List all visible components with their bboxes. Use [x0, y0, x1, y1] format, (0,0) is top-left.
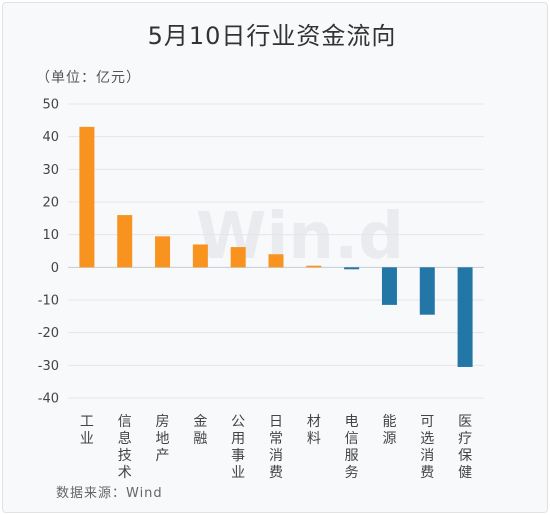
- y-tick-label: 0: [51, 261, 59, 276]
- y-tick-label: 50: [42, 98, 59, 113]
- bar-4: [192, 244, 208, 268]
- y-tick-label: 10: [42, 228, 59, 243]
- bar-10: [419, 267, 435, 315]
- x-tick-label: 疗: [458, 431, 472, 447]
- source-note: 数据来源：Wind: [56, 486, 163, 501]
- bar-5: [230, 247, 246, 268]
- x-tick-label: 业: [231, 465, 245, 481]
- bar-7: [306, 265, 322, 268]
- x-tick-label: 费: [420, 465, 434, 481]
- y-tick-label: -30: [38, 359, 59, 374]
- x-tick-label: 费: [269, 465, 283, 481]
- bar-9: [381, 267, 397, 305]
- x-tick-label: 能: [382, 414, 396, 430]
- y-tick-label: -10: [38, 294, 59, 309]
- x-tick-label: 常: [269, 431, 283, 447]
- x-tick-label: 日: [269, 414, 283, 430]
- x-tick-label: 消: [269, 448, 283, 464]
- y-tick-label: -20: [38, 326, 59, 341]
- bar-1: [79, 126, 95, 268]
- x-tick-label: 工: [80, 414, 94, 430]
- x-tick-label: 服: [345, 448, 359, 464]
- x-tick-label: 业: [80, 431, 94, 447]
- x-tick-label: 产: [156, 448, 170, 464]
- x-tick-label: 选: [420, 431, 434, 447]
- x-tick-label: 公: [231, 414, 245, 430]
- x-tick-label: 料: [307, 431, 321, 447]
- x-tick-label: 务: [345, 465, 359, 481]
- x-tick-label: 医: [458, 414, 472, 430]
- x-tick-label: 事: [231, 448, 245, 464]
- x-tick-label: 术: [118, 465, 132, 481]
- x-tick-label: 消: [420, 448, 434, 464]
- x-tick-label: 健: [458, 465, 472, 481]
- x-tick-label: 用: [231, 431, 245, 447]
- x-tick-label: 信: [345, 431, 359, 447]
- bar-11: [457, 267, 473, 367]
- x-tick-label: 材: [307, 414, 321, 430]
- y-tick-label: 30: [42, 163, 59, 178]
- x-tick-label: 金: [193, 414, 207, 430]
- bar-8: [344, 267, 360, 270]
- y-tick-label: 20: [42, 196, 59, 211]
- x-tick-label: 源: [382, 431, 396, 447]
- x-tick-label: 技: [118, 448, 132, 464]
- bar-2: [117, 215, 133, 268]
- x-tick-label: 电: [345, 414, 359, 430]
- bar-6: [268, 254, 284, 268]
- unit-label: （单位：亿元）: [36, 70, 141, 86]
- y-tick-label: -40: [38, 392, 59, 407]
- x-tick-label: 可: [420, 414, 434, 430]
- x-tick-label: 息: [118, 430, 132, 447]
- y-tick-label: 40: [42, 130, 59, 145]
- watermark: Win.d: [196, 200, 404, 274]
- chart-title: 5月10日行业资金流向: [147, 22, 397, 50]
- x-tick-label: 保: [458, 448, 472, 464]
- x-tick-label: 融: [193, 431, 207, 447]
- x-tick-label: 地: [156, 431, 170, 447]
- x-tick-label: 信: [118, 414, 132, 430]
- x-tick-label: 房: [156, 414, 170, 430]
- bar-3: [155, 236, 171, 268]
